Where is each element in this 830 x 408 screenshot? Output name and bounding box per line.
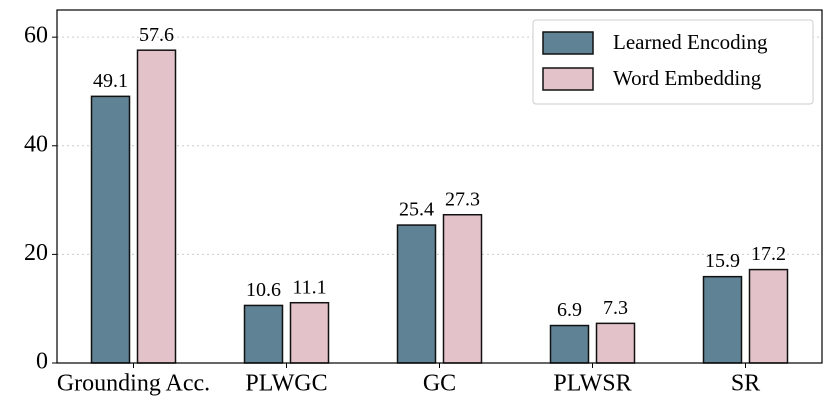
legend-label: Learned Encoding [613,30,768,54]
legend-swatch [542,67,594,91]
value-label: 49.1 [93,70,128,92]
x-tick-label: GC [423,371,456,397]
bar [396,224,437,364]
y-tick-label: 20 [24,240,48,266]
value-label: 7.3 [603,297,628,319]
plot-frame [56,9,823,364]
bar [289,301,330,364]
value-label: 10.6 [246,279,281,301]
bar [90,95,131,364]
value-label: 17.2 [751,243,786,265]
value-label: 11.1 [292,276,326,298]
value-label: 57.6 [139,24,174,46]
value-label: 6.9 [557,299,582,321]
value-label: 27.3 [445,188,480,210]
legend-swatch [542,31,594,55]
y-tick-label: 40 [24,131,48,157]
x-tick-label: PLWGC [245,371,327,397]
bar [748,268,789,364]
bar [442,213,483,364]
x-tick-label: PLWSR [553,371,631,397]
bar [243,304,284,364]
x-tick-label: Grounding Acc. [57,371,210,397]
bar [702,275,743,364]
legend-box [532,19,814,105]
y-tick-label: 60 [24,23,48,49]
y-tick-label: 0 [36,349,48,375]
x-tick-label: SR [731,371,760,397]
value-label: 25.4 [399,199,434,221]
legend-label: Word Embedding [613,66,762,90]
bar [595,322,636,364]
value-label: 15.9 [705,250,740,272]
bar [136,49,177,364]
bar [549,324,590,364]
